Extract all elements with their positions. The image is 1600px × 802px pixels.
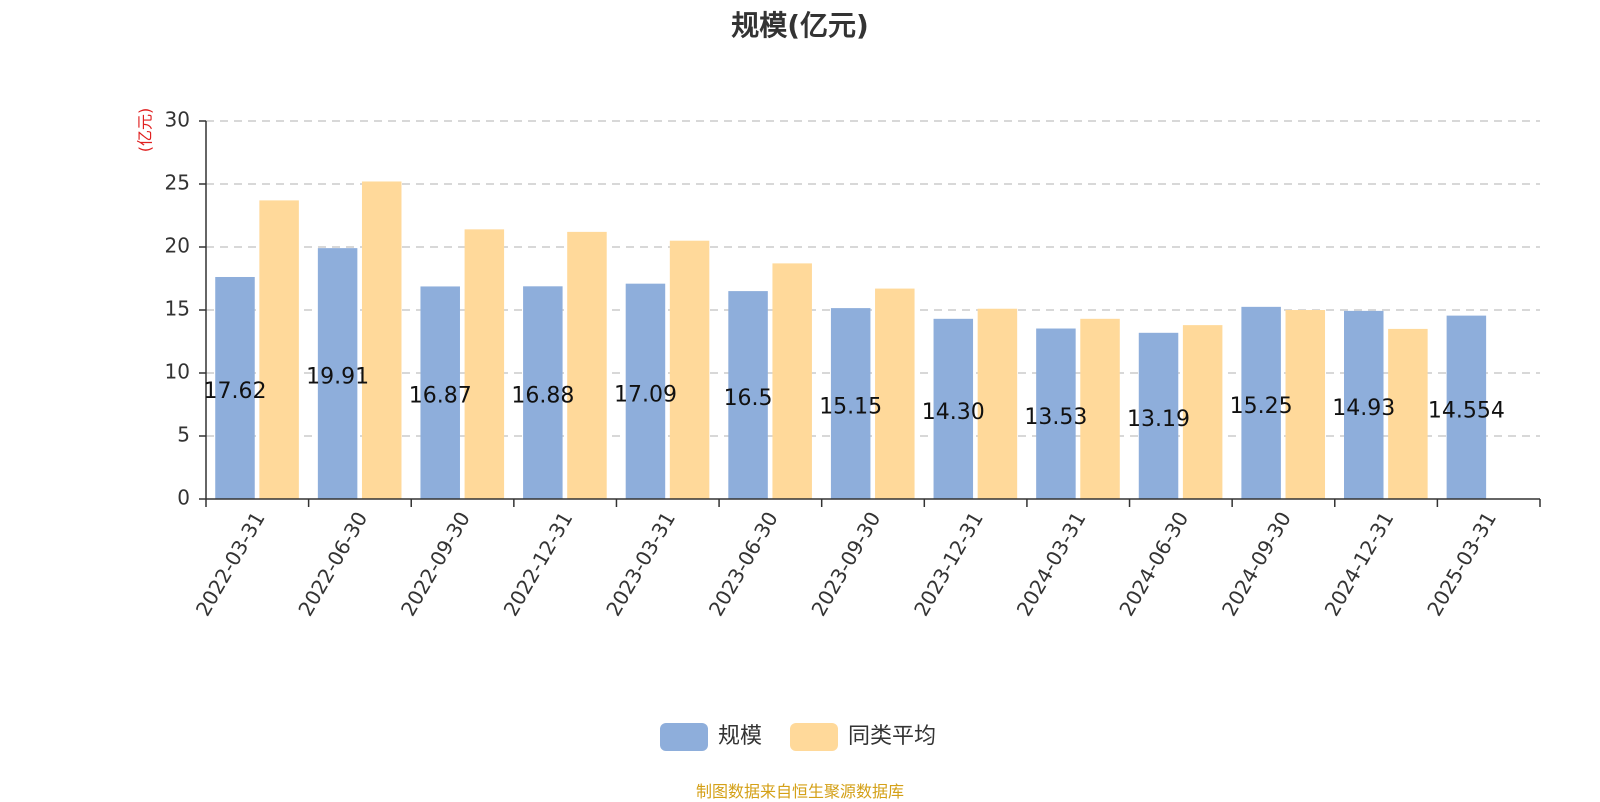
data-label: 13.19 <box>1127 407 1190 432</box>
bar-scale <box>1241 306 1281 499</box>
x-tick-label: 2024-03-31 <box>1012 508 1091 621</box>
y-tick-label: 30 <box>165 108 190 132</box>
data-label: 13.53 <box>1024 405 1087 430</box>
source-note: 制图数据来自恒生聚源数据库 <box>695 782 904 801</box>
bar-scale <box>933 318 974 499</box>
bar-peer-average <box>1182 325 1223 499</box>
bar-scale <box>1138 332 1179 499</box>
x-tick-label: 2023-09-30 <box>806 508 885 621</box>
bar-peer-average <box>669 240 710 499</box>
legend-swatch <box>660 723 708 751</box>
y-tick-label: 20 <box>165 234 190 258</box>
x-tick-label: 2024-09-30 <box>1217 508 1296 621</box>
x-tick-label: 2023-12-31 <box>909 508 988 621</box>
data-label: 14.554 <box>1428 398 1505 423</box>
x-tick-label: 2024-06-30 <box>1114 508 1193 621</box>
data-label: 15.25 <box>1230 394 1293 419</box>
x-tick-label: 2023-06-30 <box>704 508 783 621</box>
grid-lines <box>206 120 1540 437</box>
x-tick-label: 2022-09-30 <box>396 508 475 621</box>
y-tick-label: 10 <box>165 360 190 384</box>
x-tick-label: 2023-03-31 <box>601 508 680 621</box>
y-tick-label: 15 <box>165 297 190 321</box>
bar-peer-average <box>567 231 607 499</box>
x-tick-label: 2025-03-31 <box>1422 508 1501 621</box>
data-label: 17.09 <box>614 382 677 407</box>
bar-peer-average <box>464 229 505 500</box>
data-label: 16.87 <box>409 384 472 409</box>
bar-scale <box>625 283 666 499</box>
data-label: 15.15 <box>819 395 882 420</box>
data-labels: 17.62 19.91 16.87 16.88 17.09 16.5 15.15 14.30 1… <box>203 365 1504 432</box>
bar-peer-average <box>259 200 299 499</box>
x-tick-label: 2022-12-31 <box>499 508 578 621</box>
data-label: 17.62 <box>203 379 266 404</box>
x-tick-label: 2022-06-30 <box>293 508 372 621</box>
data-label: 16.5 <box>724 386 773 411</box>
data-label: 14.93 <box>1332 396 1395 421</box>
legend-swatch <box>790 723 838 751</box>
bar-scale <box>317 248 358 499</box>
bar-scale <box>215 276 255 499</box>
bar-scale <box>728 291 768 499</box>
y-tick-label: 0 <box>177 486 190 510</box>
x-tick-label: 2022-03-31 <box>191 508 270 621</box>
bar-peer-average <box>361 181 402 500</box>
legend: 规模 同类平均 <box>660 723 936 751</box>
bar-scale <box>1446 315 1487 499</box>
bar-scale <box>1344 310 1384 499</box>
legend-label: 规模 <box>718 724 762 749</box>
legend-label: 同类平均 <box>848 724 936 749</box>
x-tick-label: 2024-12-31 <box>1320 508 1399 621</box>
bar-peer-average <box>977 308 1018 499</box>
bar-scale <box>420 286 460 499</box>
bar-peer-average <box>1388 328 1428 499</box>
bar-peer-average <box>1080 318 1120 499</box>
y-tick-label: 5 <box>177 423 190 447</box>
bars <box>215 181 1487 500</box>
bar-scale <box>523 286 563 499</box>
y-axis-label: (亿元) <box>136 108 155 153</box>
chart-title: 规模(亿元) <box>731 9 869 42</box>
bar-peer-average <box>875 288 915 499</box>
data-label: 14.30 <box>922 400 985 425</box>
data-label: 19.91 <box>306 365 369 390</box>
bar-peer-average <box>772 263 812 499</box>
y-tick-label: 25 <box>165 171 190 195</box>
bar-peer-average <box>1285 310 1326 499</box>
data-label: 16.88 <box>511 384 574 409</box>
bar-scale <box>830 308 871 499</box>
bar-scale <box>1036 328 1076 499</box>
